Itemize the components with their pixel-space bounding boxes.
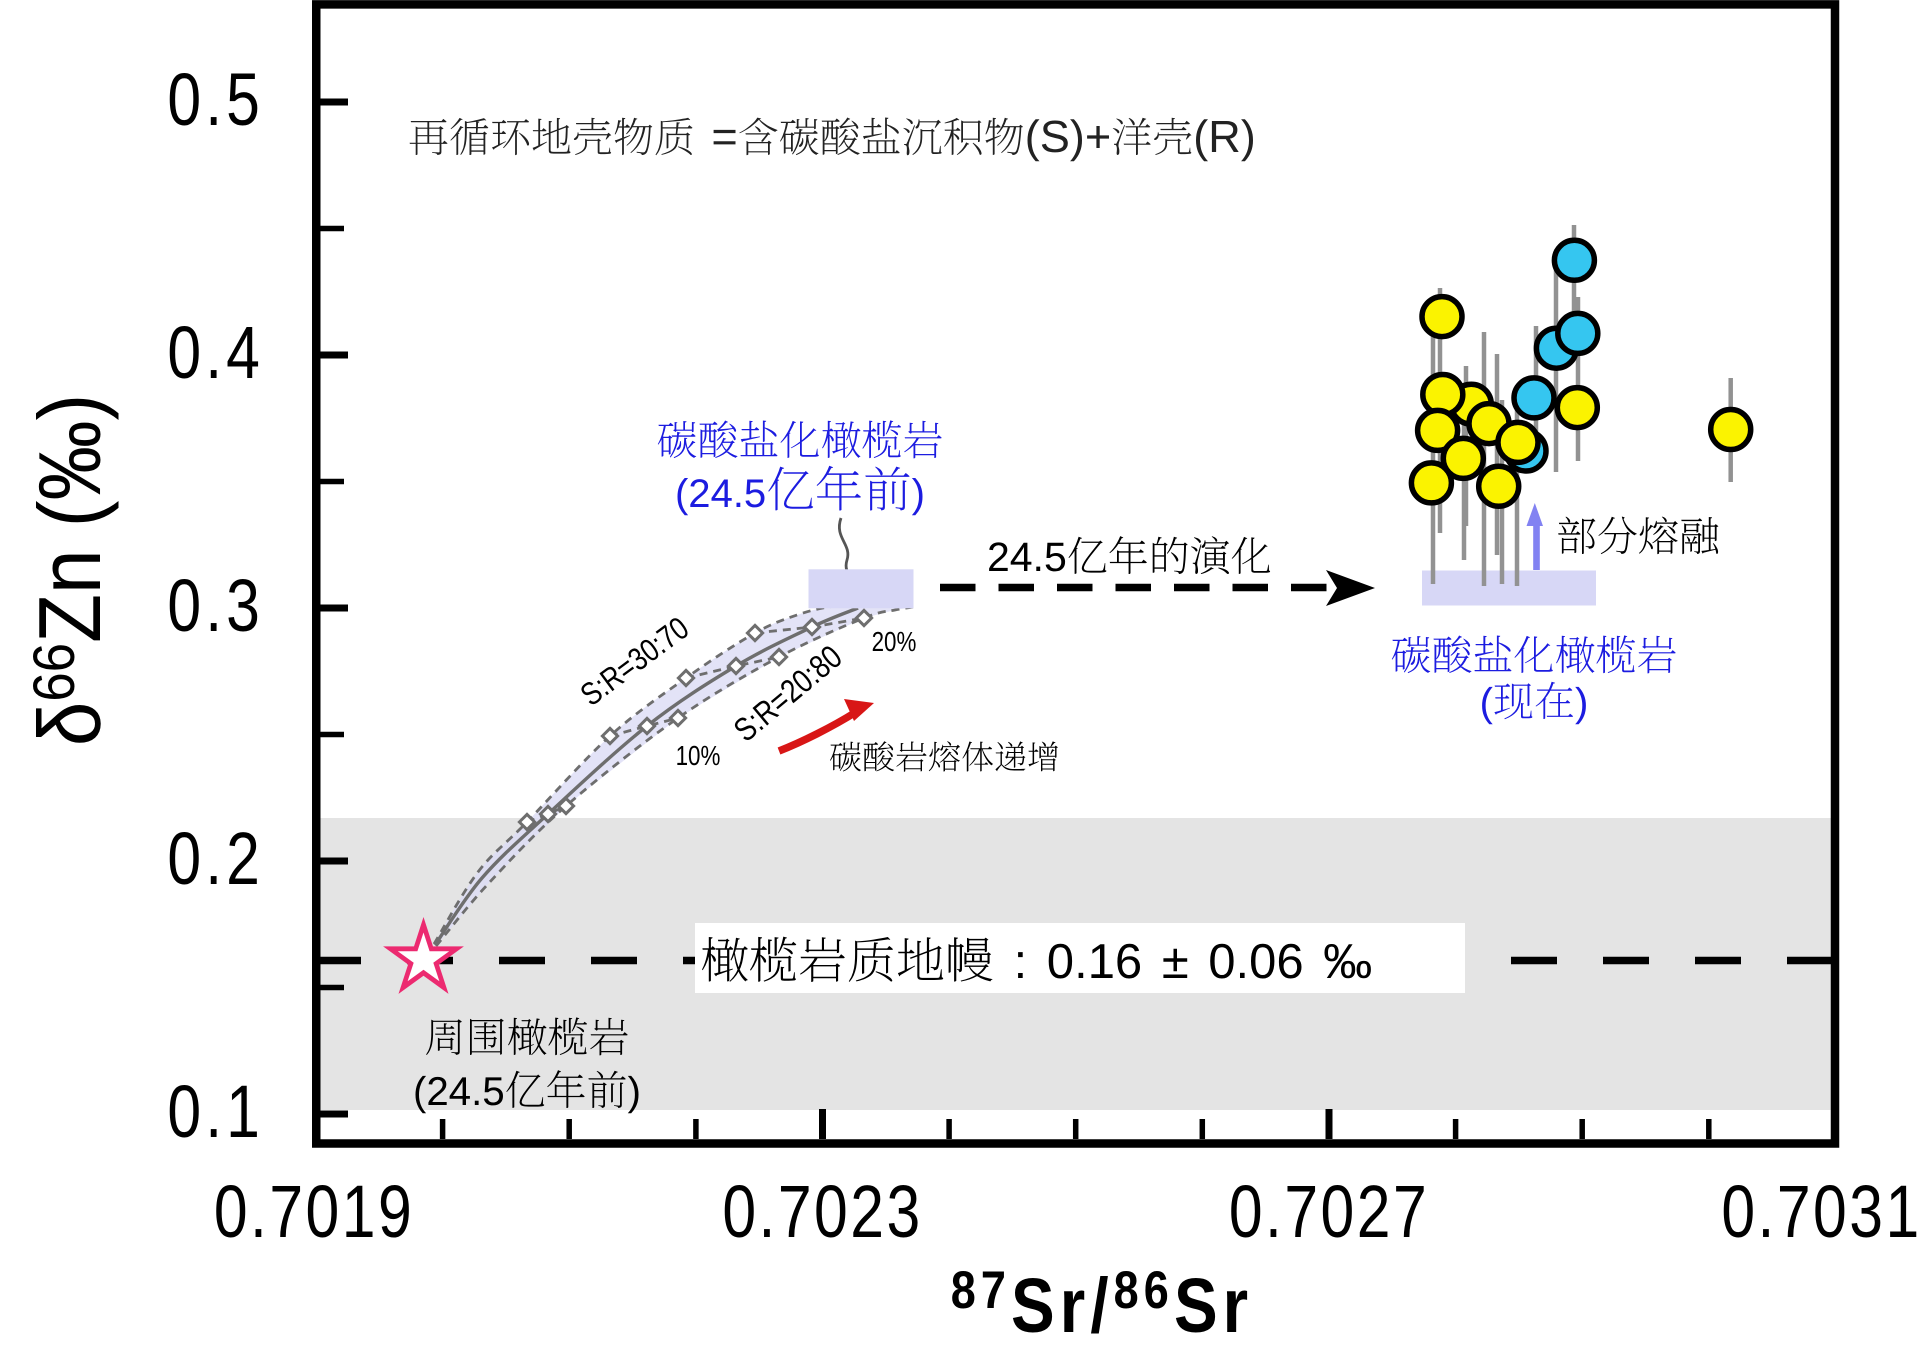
svg-text:0.7031: 0.7031 xyxy=(1721,1171,1921,1253)
svg-text:0.2: 0.2 xyxy=(167,818,264,900)
svg-text:20%: 20% xyxy=(872,627,917,658)
svg-text:0.7023: 0.7023 xyxy=(722,1171,922,1253)
svg-text:0.1: 0.1 xyxy=(167,1071,264,1153)
svg-text:0.4: 0.4 xyxy=(167,312,264,394)
svg-text:0.7019: 0.7019 xyxy=(214,1171,414,1253)
svg-text:0.7027: 0.7027 xyxy=(1229,1171,1429,1253)
svg-text:0.5: 0.5 xyxy=(167,59,264,141)
svg-text:87Sr/86Sr: 87Sr/86Sr xyxy=(951,1261,1254,1350)
svg-text:0.3: 0.3 xyxy=(167,565,264,647)
svg-text:10%: 10% xyxy=(676,741,721,772)
